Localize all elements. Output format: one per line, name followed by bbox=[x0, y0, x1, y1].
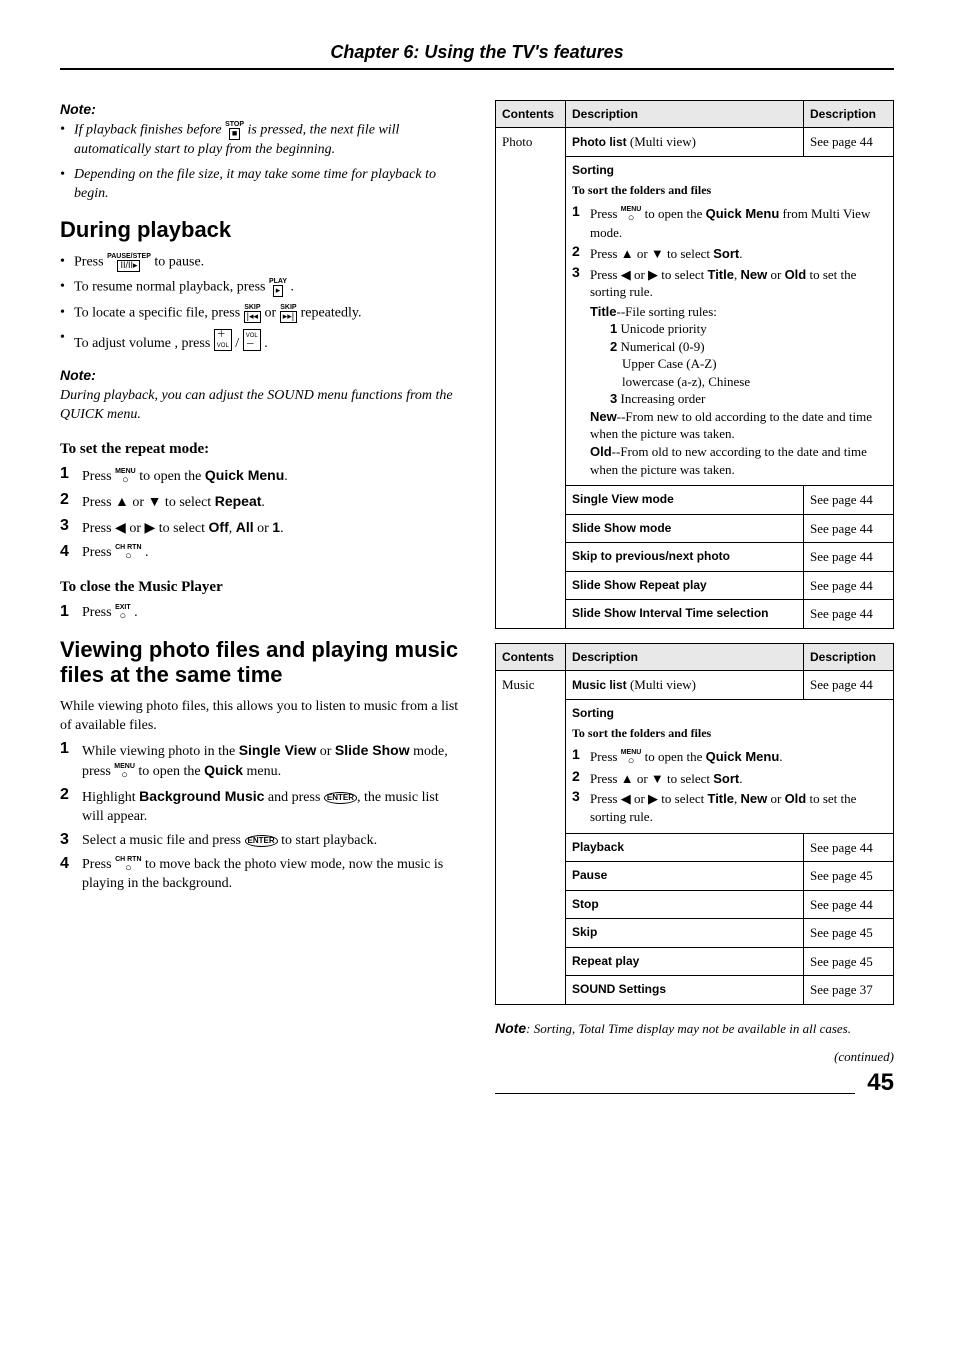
note-2-body: During playback, you can adjust the SOUN… bbox=[60, 387, 459, 425]
th-desc: Description bbox=[566, 101, 804, 128]
mix-steps: 1 While viewing photo in the Single View… bbox=[60, 740, 459, 894]
page-number: 45 bbox=[867, 1067, 894, 1099]
photo-table: Contents Description Description Photo P… bbox=[495, 100, 894, 629]
music-table: Contents Description Description Music M… bbox=[495, 643, 894, 1005]
playback-list: Press PAUSE/STEPII/II▸ to pause. To resu… bbox=[60, 253, 459, 354]
repeat-steps: 1 Press MENU○ to open the Quick Menu. 2 … bbox=[60, 465, 459, 563]
skip-next-icon: SKIP▸▸| bbox=[280, 304, 297, 323]
note-item: Depending on the file size, it may take … bbox=[60, 166, 459, 204]
chrtn-icon: CH RTN○ bbox=[115, 544, 141, 562]
sec2-intro: While viewing photo files, this allows y… bbox=[60, 698, 459, 736]
right-column: Contents Description Description Photo P… bbox=[495, 100, 894, 1099]
list-item: To resume normal playback, press PLAY▸ . bbox=[60, 278, 459, 298]
exit-icon: EXIT○ bbox=[115, 604, 131, 622]
note-label-2: Note: bbox=[60, 367, 96, 383]
th-desc: Description bbox=[566, 643, 804, 670]
divider bbox=[60, 68, 894, 70]
list-item: To adjust volume , press ＋VOL / VOL－ . bbox=[60, 329, 459, 354]
note-item: If playback finishes before STOP■ is pre… bbox=[60, 121, 459, 159]
play-icon: PLAY▸ bbox=[269, 278, 287, 297]
menu-icon: MENU○ bbox=[115, 468, 136, 486]
note-label: Note: bbox=[60, 101, 96, 117]
th-desc2: Description bbox=[804, 101, 894, 128]
continued: (continued) bbox=[495, 1048, 894, 1066]
note-list: If playback finishes before STOP■ is pre… bbox=[60, 121, 459, 203]
chrtn-icon: CH RTN○ bbox=[115, 856, 141, 874]
music-label: Music bbox=[496, 671, 566, 1005]
close-title: To close the Music Player bbox=[60, 577, 459, 597]
photo-label: Photo bbox=[496, 128, 566, 628]
vol-down-icon: VOL－ bbox=[243, 329, 261, 351]
viewing-photo-heading: Viewing photo files and playing music fi… bbox=[60, 637, 459, 688]
menu-icon: MENU○ bbox=[621, 749, 642, 767]
close-steps: 1 Press EXIT○ . bbox=[60, 603, 459, 623]
th-contents: Contents bbox=[496, 643, 566, 670]
menu-icon: MENU○ bbox=[114, 763, 135, 781]
stop-icon: STOP■ bbox=[225, 121, 244, 140]
list-item: To locate a specific file, press SKIP|◂◂… bbox=[60, 304, 459, 324]
footnote: Note: Sorting, Total Time display may no… bbox=[495, 1019, 894, 1038]
vol-up-icon: ＋VOL bbox=[214, 329, 232, 351]
photo-sorting-cell: Sorting To sort the folders and files 1 … bbox=[566, 157, 894, 486]
chapter-title: Chapter 6: Using the TV's features bbox=[60, 40, 894, 64]
skip-prev-icon: SKIP|◂◂ bbox=[244, 304, 261, 323]
enter-icon: ENTER bbox=[324, 792, 357, 804]
pause-step-icon: PAUSE/STEPII/II▸ bbox=[107, 253, 151, 272]
enter-icon: ENTER bbox=[245, 835, 278, 847]
page-corner: 45 bbox=[495, 1067, 894, 1099]
during-playback-heading: During playback bbox=[60, 217, 459, 242]
repeat-title: To set the repeat mode: bbox=[60, 439, 459, 459]
music-sorting-cell: Sorting To sort the folders and files 1 … bbox=[566, 699, 894, 833]
menu-icon: MENU○ bbox=[621, 206, 642, 224]
left-column: Note: If playback finishes before STOP■ … bbox=[60, 100, 459, 1099]
th-contents: Contents bbox=[496, 101, 566, 128]
list-item: Press PAUSE/STEPII/II▸ to pause. bbox=[60, 253, 459, 273]
th-desc2: Description bbox=[804, 643, 894, 670]
